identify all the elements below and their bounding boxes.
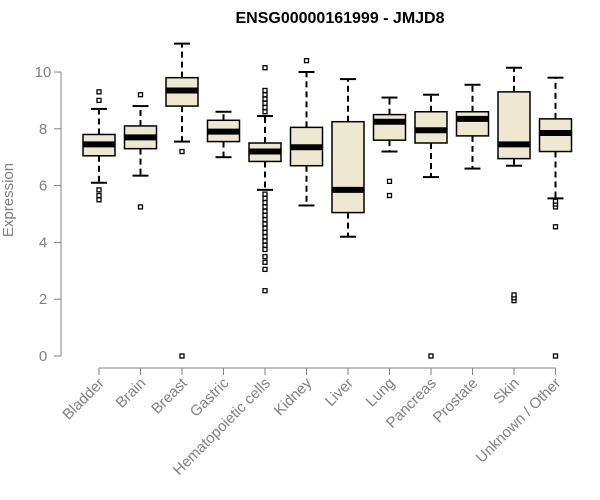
chart-title: ENSG00000161999 - JMJD8 bbox=[235, 10, 444, 27]
outlier-point bbox=[262, 221, 268, 227]
x-tick-label: Prostate bbox=[430, 375, 482, 427]
box-unknown-other bbox=[538, 76, 573, 359]
outlier-point bbox=[262, 92, 268, 98]
outlier-point bbox=[262, 208, 268, 214]
box-pancreas bbox=[414, 93, 448, 359]
x-tick-label: Lung bbox=[363, 375, 399, 411]
x-tick-label: Liver bbox=[322, 375, 357, 410]
box-skin bbox=[497, 66, 531, 304]
outlier-point bbox=[262, 109, 268, 115]
outlier-point bbox=[262, 266, 268, 273]
outlier-point bbox=[262, 234, 268, 240]
outlier-point bbox=[96, 197, 102, 203]
outlier-point bbox=[262, 96, 268, 102]
outlier-point bbox=[262, 288, 268, 294]
box-iqr bbox=[455, 111, 490, 137]
y-axis: 0 2 4 6 8 10 bbox=[35, 64, 62, 365]
outlier-point bbox=[96, 187, 102, 193]
box-liver bbox=[331, 78, 365, 238]
outlier-point bbox=[262, 104, 268, 111]
outlier-point bbox=[262, 229, 268, 236]
box-gastric bbox=[206, 110, 241, 159]
outlier-point bbox=[303, 57, 310, 64]
y-tick-label: 0 bbox=[39, 348, 47, 365]
box-prostate bbox=[455, 83, 490, 170]
outlier-point bbox=[262, 191, 268, 197]
y-tick-label: 2 bbox=[39, 291, 47, 308]
box-iqr bbox=[372, 113, 407, 141]
outlier-point bbox=[262, 238, 268, 244]
box-hematopoietic-cells bbox=[248, 65, 282, 294]
outlier-point bbox=[552, 353, 559, 359]
x-tick-label: Kidney bbox=[271, 374, 316, 419]
x-tick-label: Skin bbox=[490, 375, 523, 408]
outlier-point bbox=[262, 259, 268, 265]
outlier-point bbox=[262, 246, 268, 253]
outlier-point bbox=[428, 353, 434, 359]
x-tick-label: Brain bbox=[113, 375, 150, 412]
box-iqr bbox=[497, 91, 531, 160]
y-tick-label: 8 bbox=[39, 121, 47, 138]
box-kidney bbox=[289, 57, 324, 207]
box-brain bbox=[123, 92, 158, 210]
outlier-point bbox=[262, 217, 268, 223]
outlier-point bbox=[262, 199, 268, 206]
outlier-point bbox=[179, 148, 185, 155]
outlier-point bbox=[262, 100, 268, 106]
boxes-group bbox=[82, 42, 573, 359]
outlier-point bbox=[552, 198, 559, 204]
outlier-point bbox=[262, 204, 268, 210]
y-tick-label: 10 bbox=[35, 64, 52, 81]
outlier-point bbox=[262, 87, 268, 94]
outlier-point bbox=[262, 225, 268, 231]
outlier-point bbox=[137, 92, 144, 98]
outlier-point bbox=[262, 253, 268, 260]
outlier-point bbox=[386, 192, 393, 199]
outlier-point bbox=[96, 192, 102, 199]
outlier-point bbox=[96, 97, 102, 104]
outlier-point bbox=[552, 224, 559, 230]
outlier-point bbox=[262, 212, 268, 219]
outlier-point bbox=[179, 353, 185, 359]
x-tick-label: Bladder bbox=[59, 375, 108, 424]
box-bladder bbox=[82, 89, 116, 203]
outlier-point bbox=[137, 204, 144, 210]
outlier-point bbox=[262, 242, 268, 248]
outlier-point bbox=[262, 195, 268, 202]
x-tick-label: Breast bbox=[148, 374, 191, 417]
box-lung bbox=[372, 96, 407, 199]
outlier-point bbox=[96, 89, 102, 95]
y-tick-label: 6 bbox=[39, 178, 47, 195]
outlier-point bbox=[386, 178, 393, 184]
box-breast bbox=[165, 42, 199, 359]
box-iqr bbox=[331, 120, 365, 214]
outlier-point bbox=[262, 65, 268, 71]
outlier-point bbox=[511, 292, 517, 298]
y-axis-title: Expression bbox=[0, 163, 17, 237]
y-tick-label: 4 bbox=[39, 234, 47, 251]
